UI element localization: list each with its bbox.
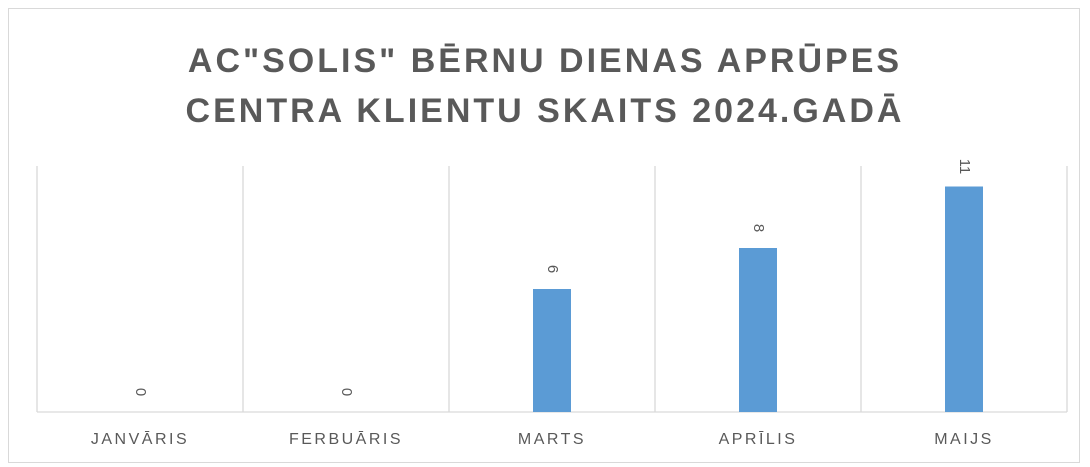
x-tick-label: JANVĀRIS [91,430,189,448]
data-label: 11 [956,159,973,175]
data-label: 8 [750,224,767,232]
chart-title: AC"SOLIS" BĒRNU DIENAS APRŪPES CENTRA KL… [185,42,905,130]
data-label: 6 [544,265,561,273]
x-tick-label: APRĪLIS [719,430,798,448]
bar [739,248,777,412]
bar [533,289,571,412]
data-label: 0 [338,388,355,396]
chart-frame [8,8,1080,463]
data-label: 0 [132,388,149,396]
x-tick-label: MARTS [518,431,586,448]
x-tick-label: MAIJS [934,431,994,448]
bar [945,186,983,412]
x-tick-label: FERBUĀRIS [289,430,403,448]
